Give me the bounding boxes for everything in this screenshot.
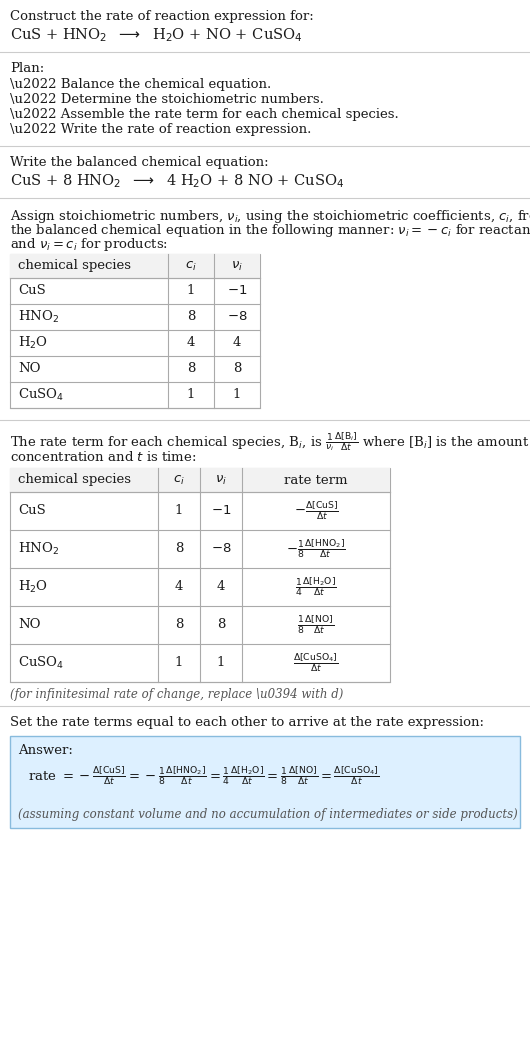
Text: 1: 1 [187,389,195,401]
Text: $c_i$: $c_i$ [173,473,185,487]
Text: 8: 8 [175,543,183,555]
Text: and $\nu_i = c_i$ for products:: and $\nu_i = c_i$ for products: [10,235,168,253]
Text: (assuming constant volume and no accumulation of intermediates or side products): (assuming constant volume and no accumul… [18,808,518,821]
Text: CuSO$_4$: CuSO$_4$ [18,655,64,671]
Text: chemical species: chemical species [18,473,131,487]
Text: chemical species: chemical species [18,259,131,273]
Text: H$_2$O: H$_2$O [18,579,48,595]
Text: 4: 4 [187,337,195,349]
FancyBboxPatch shape [10,736,520,828]
Text: 1: 1 [175,656,183,670]
Text: $-\frac{\Delta[\mathrm{CuS}]}{\Delta t}$: $-\frac{\Delta[\mathrm{CuS}]}{\Delta t}$ [294,500,339,522]
Text: 4: 4 [233,337,241,349]
Text: $-1$: $-1$ [227,284,247,298]
Text: 4: 4 [217,580,225,594]
Text: 1: 1 [233,389,241,401]
Text: $\nu_i$: $\nu_i$ [215,473,227,487]
Text: NO: NO [18,619,40,631]
Text: $c_i$: $c_i$ [185,259,197,273]
Text: 1: 1 [187,284,195,298]
Text: CuS: CuS [18,284,46,298]
Text: $-8$: $-8$ [211,543,231,555]
Text: 8: 8 [187,363,195,375]
Text: NO: NO [18,363,40,375]
Text: $\frac{1}{8}\frac{\Delta[\mathrm{NO}]}{\Delta t}$: $\frac{1}{8}\frac{\Delta[\mathrm{NO}]}{\… [297,614,334,636]
Text: CuSO$_4$: CuSO$_4$ [18,387,64,403]
Text: Set the rate terms equal to each other to arrive at the rate expression:: Set the rate terms equal to each other t… [10,716,484,729]
Text: $\frac{\Delta[\mathrm{CuSO_4}]}{\Delta t}$: $\frac{\Delta[\mathrm{CuSO_4}]}{\Delta t… [293,651,339,674]
Text: HNO$_2$: HNO$_2$ [18,308,59,325]
Text: $\frac{1}{4}\frac{\Delta[\mathrm{H_2O}]}{\Delta t}$: $\frac{1}{4}\frac{\Delta[\mathrm{H_2O}]}… [295,575,337,598]
Bar [10,468,390,683]
Text: (for infinitesimal rate of change, replace \u0394 with d): (for infinitesimal rate of change, repla… [10,688,343,701]
Text: H$_2$O: H$_2$O [18,334,48,351]
Text: \u2022 Balance the chemical equation.: \u2022 Balance the chemical equation. [10,78,271,91]
Text: the balanced chemical equation in the following manner: $\nu_i = -c_i$ for react: the balanced chemical equation in the fo… [10,222,530,239]
Text: 4: 4 [175,580,183,594]
Text: CuS + HNO$_2$  $\longrightarrow$  H$_2$O + NO + CuSO$_4$: CuS + HNO$_2$ $\longrightarrow$ H$_2$O +… [10,26,303,44]
Bar [10,468,390,492]
Text: 8: 8 [175,619,183,631]
Text: 1: 1 [175,504,183,518]
Text: concentration and $t$ is time:: concentration and $t$ is time: [10,450,197,464]
Bar [10,254,260,408]
Text: \u2022 Determine the stoichiometric numbers.: \u2022 Determine the stoichiometric numb… [10,93,324,106]
Text: Assign stoichiometric numbers, $\nu_i$, using the stoichiometric coefficients, $: Assign stoichiometric numbers, $\nu_i$, … [10,208,530,225]
Text: Write the balanced chemical equation:: Write the balanced chemical equation: [10,156,269,169]
Text: \u2022 Assemble the rate term for each chemical species.: \u2022 Assemble the rate term for each c… [10,108,399,121]
Text: $\nu_i$: $\nu_i$ [231,259,243,273]
Text: Plan:: Plan: [10,63,44,75]
Text: $-1$: $-1$ [211,504,231,518]
Text: 8: 8 [233,363,241,375]
Text: CuS: CuS [18,504,46,518]
Bar [10,254,260,278]
Text: HNO$_2$: HNO$_2$ [18,541,59,557]
Text: The rate term for each chemical species, B$_i$, is $\frac{1}{\nu_i}\frac{\Delta[: The rate term for each chemical species,… [10,430,529,453]
Text: rate term: rate term [284,473,348,487]
Text: $-\frac{1}{8}\frac{\Delta[\mathrm{HNO_2}]}{\Delta t}$: $-\frac{1}{8}\frac{\Delta[\mathrm{HNO_2}… [286,538,346,561]
Text: 8: 8 [217,619,225,631]
Text: $-8$: $-8$ [227,311,248,323]
Text: CuS + 8 HNO$_2$  $\longrightarrow$  4 H$_2$O + 8 NO + CuSO$_4$: CuS + 8 HNO$_2$ $\longrightarrow$ 4 H$_2… [10,172,344,190]
Text: Construct the rate of reaction expression for:: Construct the rate of reaction expressio… [10,10,314,23]
Text: Answer:: Answer: [18,744,73,756]
Text: 1: 1 [217,656,225,670]
Text: 8: 8 [187,311,195,323]
Text: rate $= -\frac{\Delta[\mathrm{CuS}]}{\Delta t} = -\frac{1}{8}\frac{\Delta[\mathr: rate $= -\frac{\Delta[\mathrm{CuS}]}{\De… [28,764,379,787]
Text: \u2022 Write the rate of reaction expression.: \u2022 Write the rate of reaction expres… [10,123,312,137]
